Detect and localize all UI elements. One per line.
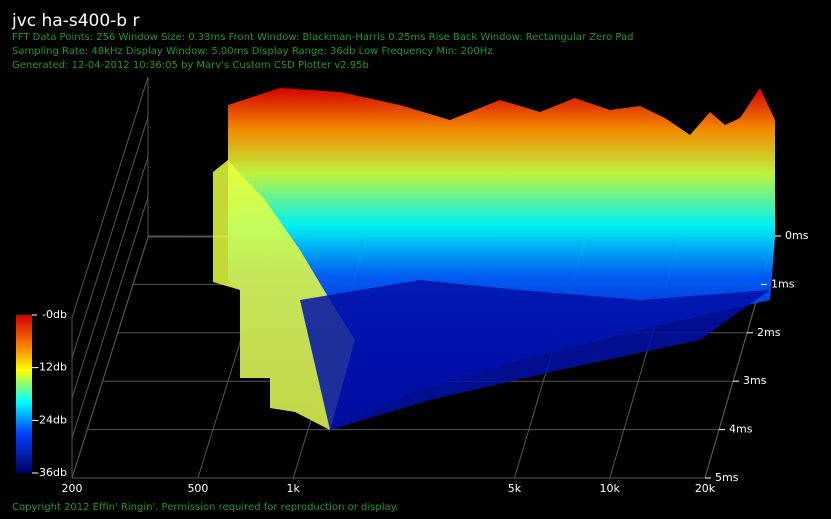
z-tick-label: -24db (35, 413, 67, 426)
t-tick-label: 1ms (771, 277, 795, 290)
x-tick-label: 5k (508, 482, 522, 495)
t-tick-label: 3ms (743, 374, 767, 387)
info-line: FFT Data Points: 256 Window Size: 0.33ms… (12, 32, 633, 43)
x-tick-label: 20k (695, 482, 716, 495)
t-tick-label: 4ms (729, 423, 753, 436)
x-tick-label: 500 (187, 482, 208, 495)
footer: Copyright 2012 Effin' Ringin'. Permissio… (12, 502, 398, 513)
chart-title: jvc ha-s400-b r (11, 11, 139, 31)
t-tick-label: 0ms (785, 229, 809, 242)
t-tick-label: 2ms (757, 326, 781, 339)
x-tick-label: 1k (287, 482, 301, 495)
x-tick-label: 10k (600, 482, 621, 495)
info-line: Generated: 12-04-2012 10:36:05 by Marv's… (12, 60, 369, 71)
z-tick-label: -36db (35, 466, 67, 479)
t-tick-label: 5ms (715, 471, 739, 484)
info-line: Sampling Rate: 48kHz Display Window: 5.0… (12, 46, 493, 57)
color-bar (16, 315, 32, 473)
grid-line (71, 236, 149, 479)
z-tick-label: -0db (42, 308, 67, 321)
surface (213, 88, 775, 430)
z-tick-label: -12db (35, 361, 67, 374)
x-tick-label: 200 (62, 482, 83, 495)
